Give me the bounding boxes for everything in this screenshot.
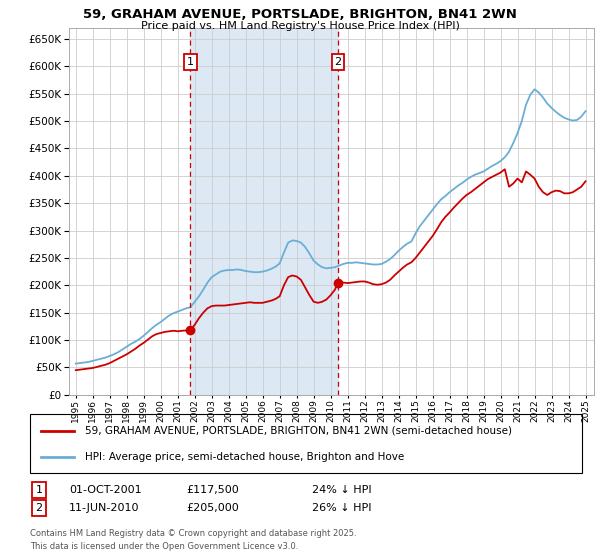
Text: 26% ↓ HPI: 26% ↓ HPI bbox=[312, 503, 371, 513]
Text: 24% ↓ HPI: 24% ↓ HPI bbox=[312, 485, 371, 495]
Text: 01-OCT-2001: 01-OCT-2001 bbox=[69, 485, 142, 495]
Text: £205,000: £205,000 bbox=[186, 503, 239, 513]
Text: £117,500: £117,500 bbox=[186, 485, 239, 495]
Text: Price paid vs. HM Land Registry's House Price Index (HPI): Price paid vs. HM Land Registry's House … bbox=[140, 21, 460, 31]
Bar bbox=[190, 28, 338, 395]
Text: 59, GRAHAM AVENUE, PORTSLADE, BRIGHTON, BN41 2WN (semi-detached house): 59, GRAHAM AVENUE, PORTSLADE, BRIGHTON, … bbox=[85, 426, 512, 436]
Text: This data is licensed under the Open Government Licence v3.0.: This data is licensed under the Open Gov… bbox=[30, 542, 298, 550]
Text: Contains HM Land Registry data © Crown copyright and database right 2025.: Contains HM Land Registry data © Crown c… bbox=[30, 529, 356, 538]
Text: 2: 2 bbox=[35, 503, 43, 513]
Text: HPI: Average price, semi-detached house, Brighton and Hove: HPI: Average price, semi-detached house,… bbox=[85, 452, 404, 462]
Text: 1: 1 bbox=[187, 57, 194, 67]
Text: 11-JUN-2010: 11-JUN-2010 bbox=[69, 503, 139, 513]
Text: 59, GRAHAM AVENUE, PORTSLADE, BRIGHTON, BN41 2WN: 59, GRAHAM AVENUE, PORTSLADE, BRIGHTON, … bbox=[83, 8, 517, 21]
Text: 2: 2 bbox=[335, 57, 341, 67]
Text: 1: 1 bbox=[35, 485, 43, 495]
